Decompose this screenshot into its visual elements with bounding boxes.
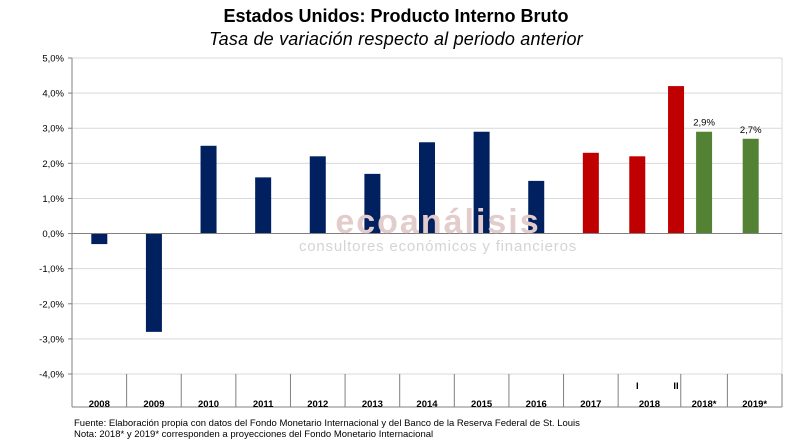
x-group-label: 2018 [639,399,660,410]
x-group-label: 2011 [253,399,274,410]
x-group-label: 2016 [526,399,547,410]
bar [200,145,217,234]
bar [582,152,599,234]
data-labels: 2,9% 2,7% [693,118,762,136]
bar [668,86,685,234]
x-group-label: 2012 [307,399,328,410]
x-group-label: 2014 [416,399,438,410]
bar [91,233,108,245]
projection-note: Nota: 2018* y 2019* corresponden a proye… [74,429,434,440]
x-group-label: 2019* [742,399,767,410]
bar [629,156,646,234]
x-group-label: 2017 [580,399,601,410]
x-sub-label: II [673,381,678,392]
x-group-label: 2010 [198,399,219,410]
x-sub-label: I [636,381,639,392]
footer: Fuente: Elaboración propia con datos del… [74,418,580,440]
chart-title: Estados Unidos: Producto Interno Bruto [223,6,569,26]
y-tick-label: 2,0% [42,159,64,170]
bar [145,233,162,332]
data-label: 2,9% [693,118,715,129]
bar [742,138,759,234]
y-tick-label: -1,0% [39,264,64,275]
x-axis: 2008 2009 2010 2011 2012 2013 2014 2015 2016 2017… [71,233,783,410]
bar [696,131,713,234]
y-tick-label: -2,0% [39,299,64,310]
y-axis: -4,0% -3,0% -2,0% -1,0% 0,0% 1,0% 2,0% 3,0% 4,0%… [39,54,73,407]
bar [364,173,381,234]
data-label: 2,7% [740,125,762,136]
y-tick-label: 5,0% [42,54,64,65]
chart-subtitle: Tasa de variación respecto al periodo an… [209,29,583,49]
x-group-label: 2018* [692,399,717,410]
bar [419,142,435,234]
bar [473,131,490,234]
y-tick-label: -4,0% [39,370,64,381]
gridlines [72,57,783,407]
source-note: Fuente: Elaboración propia con datos del… [74,418,580,429]
bar [255,177,272,234]
bar [309,156,326,234]
bars [91,86,759,332]
x-group-label: 2013 [362,399,383,410]
x-group-label: 2015 [471,399,493,410]
y-tick-label: -3,0% [39,334,64,345]
x-group-label: 2008 [89,399,110,410]
y-tick-label: 3,0% [42,124,64,135]
y-tick-label: 1,0% [42,194,64,205]
x-group-label: 2009 [143,399,164,410]
y-tick-label: 0,0% [42,229,64,240]
bar [528,180,545,234]
y-tick-label: 4,0% [42,89,64,100]
